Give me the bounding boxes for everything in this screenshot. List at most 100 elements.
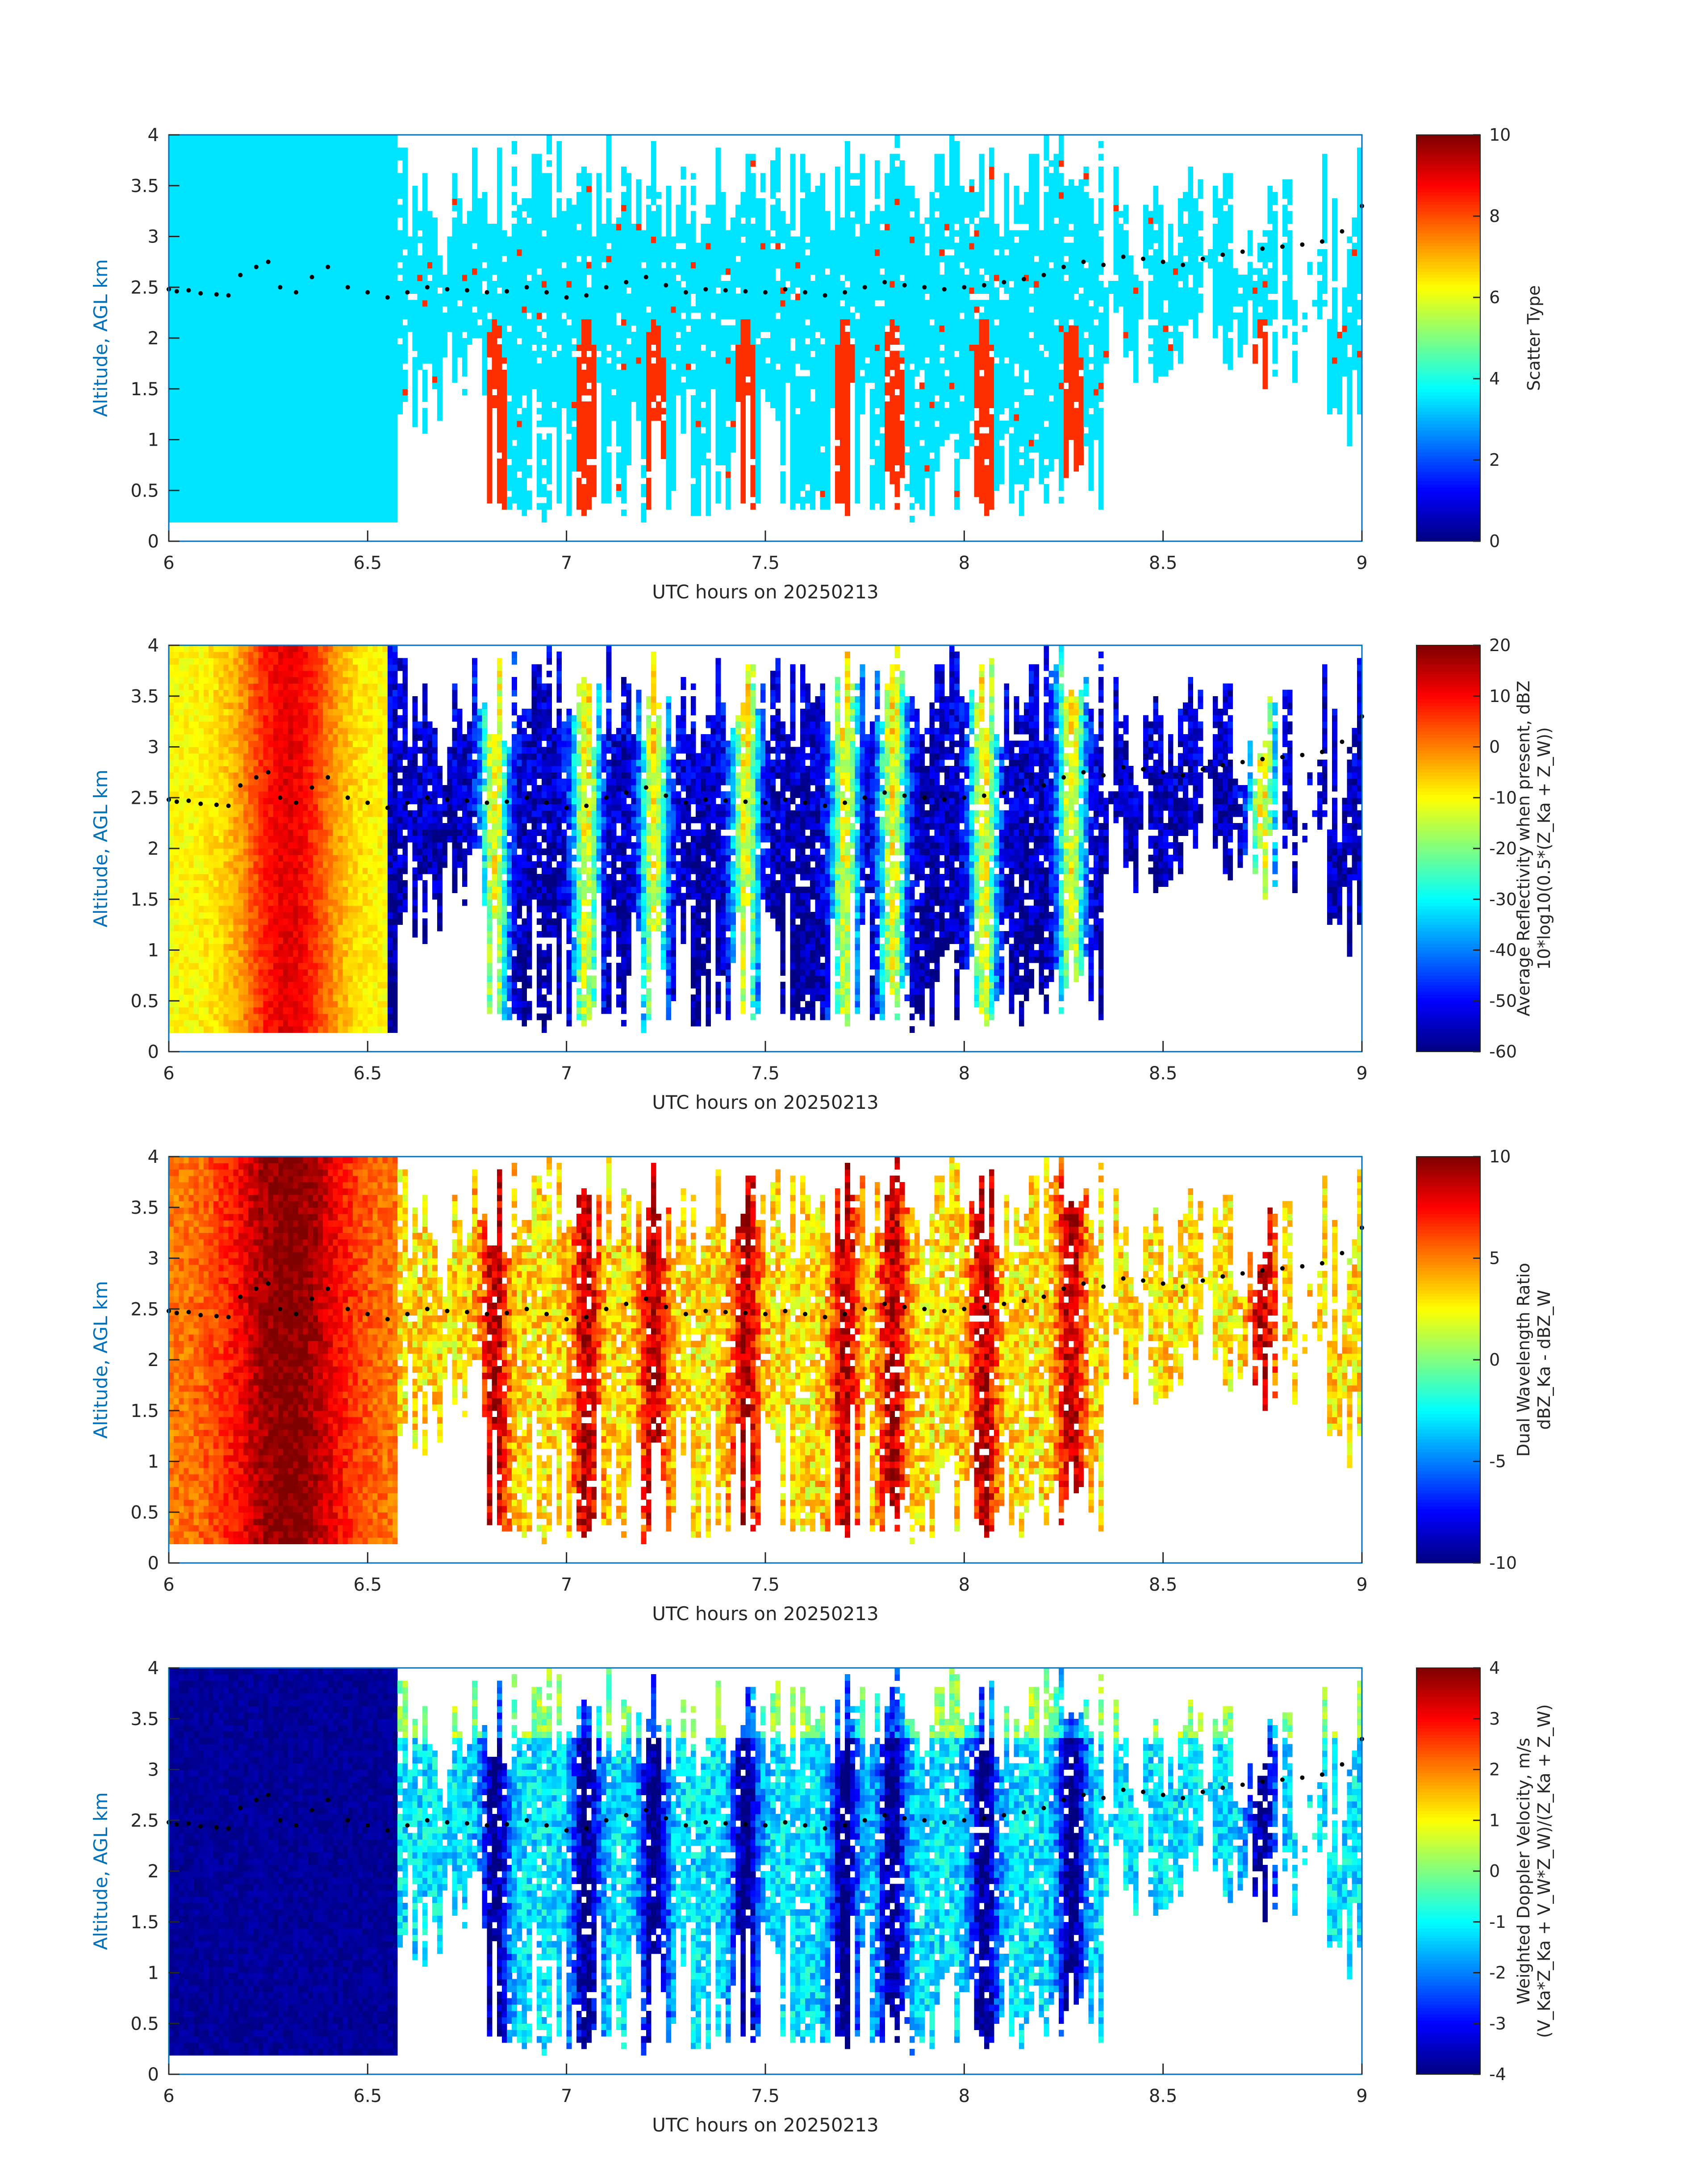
heatmap-cell	[263, 185, 269, 192]
heatmap-cell	[606, 154, 612, 161]
heatmap-cell	[253, 160, 259, 167]
heatmap-cell	[671, 293, 677, 301]
heatmap-cell	[313, 439, 318, 447]
heatmap-cell	[531, 173, 537, 180]
heatmap-cell	[507, 249, 512, 256]
heatmap-cell	[243, 224, 249, 230]
heatmap-cell	[671, 370, 677, 376]
heatmap-cell	[338, 154, 343, 161]
heatmap-cell	[223, 179, 229, 186]
heatmap-cell	[253, 325, 259, 332]
heatmap-cell	[512, 287, 517, 294]
heatmap-cell	[233, 300, 239, 307]
heatmap-cell	[417, 224, 423, 230]
heatmap-cell	[393, 325, 398, 332]
heatmap-cell	[263, 382, 269, 389]
heatmap-cell	[591, 439, 597, 447]
heatmap-cell	[437, 370, 443, 376]
heatmap-cell	[253, 211, 259, 218]
heatmap-cell	[243, 408, 249, 415]
heatmap-cell	[233, 471, 239, 478]
heatmap-cell	[169, 376, 174, 383]
heatmap-cell	[367, 351, 373, 358]
heatmap-cell	[318, 344, 323, 351]
heatmap-cell	[397, 389, 403, 396]
heatmap-cell	[184, 484, 189, 491]
heatmap-cell	[347, 351, 353, 358]
heatmap-cell	[263, 509, 269, 516]
heatmap-cell	[542, 484, 547, 491]
heatmap-cell	[193, 300, 199, 307]
heatmap-cell	[338, 325, 343, 332]
heatmap-cell	[596, 217, 602, 224]
heatmap-cell	[298, 306, 304, 313]
heatmap-cell	[522, 255, 527, 262]
heatmap-cell	[586, 503, 592, 510]
heatmap-cell	[497, 255, 502, 262]
heatmap-cell	[666, 503, 672, 510]
heatmap-cell	[333, 198, 338, 205]
heatmap-cell	[298, 414, 304, 421]
heatmap-cell	[303, 497, 309, 504]
heatmap-cell	[243, 516, 249, 522]
heatmap-cell	[333, 471, 338, 478]
heatmap-cell	[382, 217, 388, 224]
heatmap-cell	[263, 249, 269, 256]
heatmap-cell	[198, 414, 204, 421]
heatmap-cell	[566, 274, 572, 281]
heatmap-cell	[288, 306, 293, 313]
heatmap-cell	[318, 274, 323, 281]
heatmap-cell	[228, 211, 234, 218]
heatmap-cell	[209, 249, 214, 256]
heatmap-cell	[556, 242, 562, 250]
heatmap-cell	[512, 192, 517, 199]
heatmap-cell	[372, 351, 378, 358]
heatmap-cell	[626, 389, 631, 396]
heatmap-cell	[646, 452, 651, 459]
heatmap-cell	[377, 427, 383, 434]
heatmap-cell	[233, 484, 239, 491]
heatmap-cell	[651, 382, 656, 389]
heatmap-cell	[631, 357, 637, 364]
heatmap-cell	[253, 459, 259, 465]
heatmap-cell	[258, 420, 264, 427]
heatmap-cell	[556, 268, 562, 275]
heatmap-cell	[179, 179, 184, 186]
heatmap-cell	[253, 281, 259, 288]
heatmap-cell	[188, 249, 194, 256]
heatmap-cell	[233, 185, 239, 192]
heatmap-cell	[427, 281, 433, 288]
heatmap-cell	[457, 344, 463, 351]
heatmap-cell	[636, 370, 642, 376]
heatmap-cell	[184, 313, 189, 319]
heatmap-cell	[352, 224, 358, 230]
heatmap-cell	[427, 319, 433, 326]
heatmap-cell	[377, 141, 383, 148]
heatmap-cell	[596, 236, 602, 243]
heatmap-cell	[536, 249, 542, 256]
heatmap-cell	[293, 516, 299, 522]
heatmap-cell	[517, 446, 522, 453]
heatmap-cell	[666, 338, 672, 345]
heatmap-cell	[193, 287, 199, 294]
heatmap-cell	[397, 179, 403, 186]
heatmap-cell	[601, 351, 607, 358]
heatmap-cell	[581, 446, 587, 453]
heatmap-cell	[363, 236, 368, 243]
heatmap-cell	[387, 395, 393, 402]
heatmap-cell	[188, 395, 194, 402]
heatmap-cell	[198, 509, 204, 516]
heatmap-cell	[556, 331, 562, 338]
heatmap-cell	[209, 414, 214, 421]
heatmap-cell	[407, 242, 413, 250]
heatmap-cell	[243, 135, 249, 142]
heatmap-cell	[387, 268, 393, 275]
heatmap-cell	[631, 274, 637, 281]
heatmap-cell	[387, 497, 393, 504]
heatmap-cell	[218, 160, 224, 167]
heatmap-cell	[367, 192, 373, 199]
heatmap-cell	[308, 300, 313, 307]
heatmap-cell	[566, 357, 572, 364]
heatmap-cell	[184, 427, 189, 434]
heatmap-cell	[492, 325, 497, 332]
